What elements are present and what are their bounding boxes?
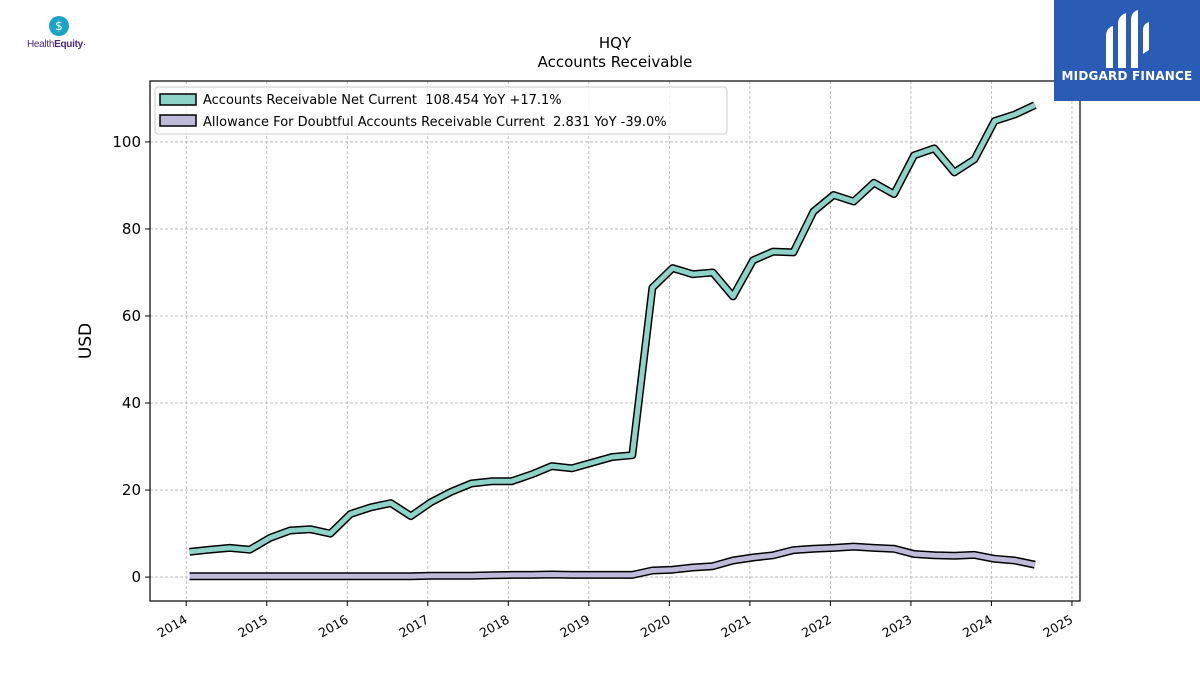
x-tick-label: 2024 [960, 612, 995, 641]
series-allowance [189, 542, 1036, 581]
x-tick-label: 2018 [477, 612, 512, 641]
x-tick-label: 2022 [799, 612, 834, 641]
series-layer [189, 101, 1037, 581]
series-ar-net [189, 101, 1037, 556]
x-tick-label: 2017 [396, 612, 431, 641]
x-tick-label: 2023 [879, 612, 914, 641]
legend-label-ar-net: Accounts Receivable Net Current 108.454 … [203, 93, 562, 108]
x-tick-label: 2021 [718, 612, 753, 641]
x-tick-label: 2014 [155, 612, 190, 641]
grid [150, 81, 1080, 601]
x-tick-label: 2016 [316, 612, 351, 641]
y-tick-label: 20 [122, 481, 141, 499]
x-tick-label: 2025 [1040, 612, 1075, 641]
wordmark-suffix: · [82, 39, 86, 50]
midgard-finance-logo: MIDGARD FINANCE [1054, 0, 1200, 101]
y-tick-label: 0 [131, 568, 141, 586]
series-line [189, 102, 1036, 555]
dollar-drop-icon: $ [49, 16, 69, 36]
midgard-finance-name: MIDGARD FINANCE [1061, 69, 1193, 83]
y-tick-label: 80 [122, 220, 141, 238]
series-line [189, 544, 1036, 579]
legend-label-allowance: Allowance For Doubtful Accounts Receivab… [203, 115, 667, 130]
chart-subtitle: Accounts Receivable [538, 53, 693, 71]
x-axis: 2014 2015 2016 2017 2018 2019 2020 2021 2022 2023… [155, 601, 1075, 641]
x-tick-label: 2020 [638, 612, 673, 641]
wordmark-prefix: Health [27, 39, 55, 50]
y-tick-label: 100 [112, 133, 141, 151]
plot-frame [149, 80, 1081, 602]
y-tick-label: 40 [122, 394, 141, 412]
legend-box [154, 86, 728, 135]
legend-swatch-ar-net [159, 93, 197, 106]
healthequity-logo: $ HealthEquity· [22, 14, 102, 54]
midgard-mark-icon [1106, 10, 1149, 68]
x-tick-label: 2019 [557, 612, 592, 641]
y-tick-label: 60 [122, 307, 141, 325]
y-axis-label: USD [76, 323, 96, 359]
legend-swatch-allowance [159, 114, 197, 127]
chart-title: HQY [599, 34, 632, 52]
legend: Accounts Receivable Net Current 108.454 … [154, 86, 728, 135]
x-tick-label: 2015 [235, 612, 270, 641]
wordmark-bold: Equity [54, 39, 83, 50]
healthequity-wordmark: HealthEquity· [27, 39, 86, 50]
y-axis: 0 20 40 60 80 100 [112, 133, 150, 586]
